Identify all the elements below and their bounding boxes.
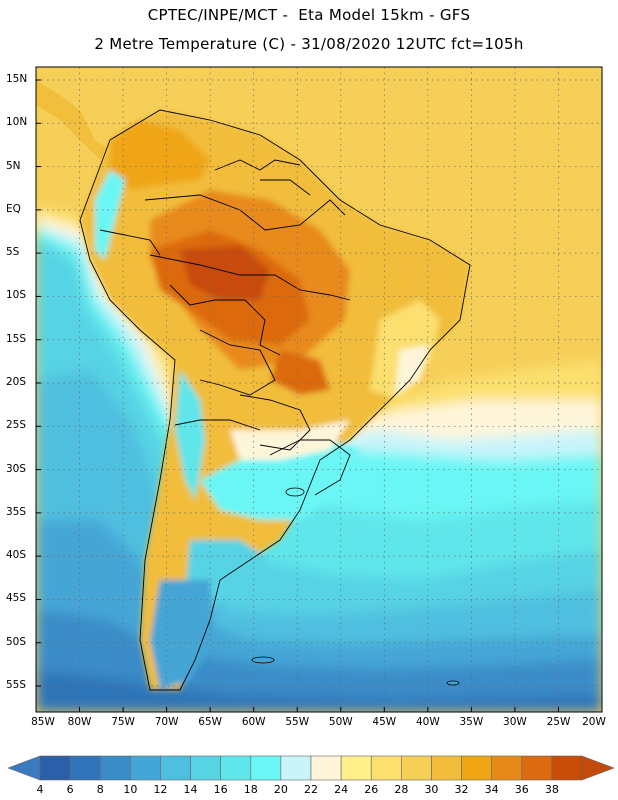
lon-label: 35W <box>459 716 484 728</box>
colorbar-swatch <box>491 755 523 781</box>
lat-label: 15N <box>6 72 28 85</box>
colorbar-swatch <box>69 755 101 781</box>
colorbar-swatch <box>521 755 553 781</box>
lon-label: 85W <box>31 716 55 728</box>
lon-label: 50W <box>328 716 353 728</box>
colorbar-swatch <box>401 755 432 781</box>
colorbar-swatch <box>340 755 372 781</box>
lat-label: 20S <box>6 376 27 388</box>
colorbar-label: 22 <box>304 783 318 796</box>
lat-label: 35S <box>6 505 27 518</box>
map-field <box>36 67 602 712</box>
colorbar-swatch <box>310 755 342 781</box>
colorbar-label: 4 <box>36 783 44 796</box>
colorbar-swatch <box>220 755 252 781</box>
colorbar-label: 38 <box>544 783 559 796</box>
continent-temperature <box>80 110 470 690</box>
colorbar-swatch <box>431 755 462 781</box>
map-frame <box>35 66 603 713</box>
colorbar-label: 32 <box>454 783 469 796</box>
lat-label: 10N <box>6 116 28 129</box>
colorbar-label: 26 <box>364 783 379 796</box>
lat-label: 10S <box>6 289 27 302</box>
lon-label: 40W <box>415 716 440 728</box>
lat-label: EQ <box>6 202 21 215</box>
lat-label: 15S <box>6 332 27 345</box>
colorbar-label: 24 <box>334 783 349 796</box>
central-america <box>36 80 110 160</box>
colorbar-swatch <box>39 755 71 781</box>
axis-ticks <box>35 79 603 712</box>
lat-label: 45S <box>6 592 27 605</box>
lat-label: 25S <box>6 419 27 432</box>
colorbar-label: 16 <box>213 783 228 796</box>
lon-label: 55W <box>285 716 310 728</box>
lat-label: 55S <box>6 679 27 692</box>
colorbar-label: 20 <box>273 783 288 796</box>
islands <box>251 487 460 686</box>
lon-label: 25W <box>546 716 571 728</box>
lon-label: 75W <box>111 716 135 728</box>
colorbar-swatch <box>99 755 131 781</box>
lon-label: 65W <box>198 716 223 728</box>
colorbar-label: 34 <box>484 783 499 796</box>
lon-label: 45W <box>372 716 397 728</box>
colorbar-label: 14 <box>183 783 198 796</box>
colorbar-label: 36 <box>514 783 529 796</box>
colorbar-label: 8 <box>96 783 104 796</box>
colorbar-swatch <box>280 755 312 781</box>
lat-label: 50S <box>6 635 27 648</box>
colorbar-swatch <box>461 755 492 781</box>
lon-label: 20W <box>582 716 606 728</box>
colorbar-label: 18 <box>243 783 258 796</box>
colorbar-low-arrow <box>7 755 41 781</box>
colorbar-label: 10 <box>123 783 138 796</box>
lon-label: 60W <box>241 716 266 728</box>
colorbar-swatch <box>551 755 583 781</box>
chart-title-line1: CPTEC/INPE/MCT - Eta Model 15km - GFS <box>147 6 471 24</box>
colorbar <box>7 755 615 781</box>
colorbar-label: 28 <box>394 783 409 796</box>
lat-label: 40S <box>6 549 27 562</box>
lat-label: 30S <box>6 462 27 475</box>
colorbar-label: 12 <box>153 783 168 796</box>
colorbar-swatch <box>250 755 282 781</box>
graticule <box>36 67 602 712</box>
lat-label: 5S <box>6 246 20 259</box>
colorbar-label: 30 <box>424 783 439 796</box>
colorbar-label: 6 <box>66 783 74 796</box>
chart-title-line2: 2 Metre Temperature (C) - 31/08/2020 12U… <box>94 35 524 53</box>
colorbar-swatch <box>160 755 191 781</box>
lon-label: 30W <box>503 716 527 728</box>
lon-label: 70W <box>154 716 179 728</box>
lon-label: 80W <box>67 716 92 728</box>
colorbar-high-arrow <box>581 755 615 781</box>
colorbar-swatch <box>370 755 402 781</box>
colorbar-swatch <box>130 755 161 781</box>
country-borders <box>79 109 471 691</box>
lat-label: 5N <box>6 159 21 172</box>
colorbar-swatch <box>190 755 221 781</box>
